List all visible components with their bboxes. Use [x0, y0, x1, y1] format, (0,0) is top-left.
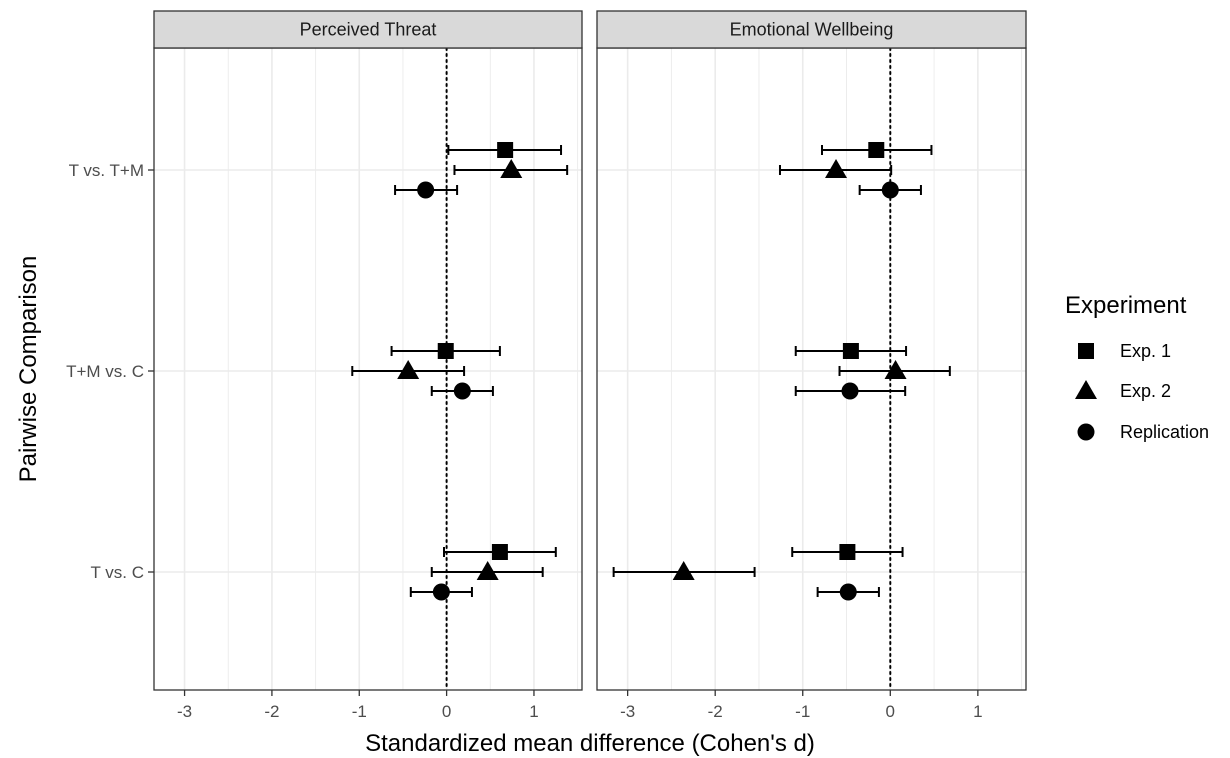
- point-exp-1-t-m-vs-c-emotional-wellbeing: [842, 343, 859, 359]
- panel-background-perceived-threat: [154, 48, 582, 690]
- facet-title-emotional-wellbeing: Emotional Wellbeing: [730, 20, 894, 40]
- point-replication-t-vs-t-m-emotional-wellbeing: [881, 181, 899, 199]
- x-tick-label: -1: [795, 702, 810, 721]
- point-exp-2-t-vs-c-emotional-wellbeing: [672, 561, 695, 580]
- facet-title-perceived-threat: Perceived Threat: [300, 20, 437, 40]
- point-replication-t-vs-c-emotional-wellbeing: [839, 583, 857, 601]
- legend-key-exp-1: [1078, 343, 1094, 359]
- legend-key-replication: [1077, 423, 1095, 441]
- point-exp-2-t-m-vs-c-emotional-wellbeing: [884, 360, 907, 379]
- legend-key-exp-2: [1075, 380, 1097, 399]
- x-tick-label: 0: [886, 702, 895, 721]
- point-exp-2-t-vs-c-perceived-threat: [476, 561, 499, 580]
- point-replication-t-vs-c-perceived-threat: [432, 583, 450, 601]
- point-exp-1-t-vs-c-perceived-threat: [491, 544, 508, 560]
- point-exp-1-t-m-vs-c-perceived-threat: [437, 343, 454, 359]
- point-exp-2-t-m-vs-c-perceived-threat: [397, 360, 420, 379]
- legend-title: Experiment: [1065, 292, 1187, 319]
- x-tick-label: -3: [620, 702, 635, 721]
- x-tick-label: 1: [973, 702, 982, 721]
- x-tick-label: 0: [442, 702, 451, 721]
- x-tick-label: 1: [529, 702, 538, 721]
- point-exp-1-t-vs-c-emotional-wellbeing: [839, 544, 856, 560]
- point-replication-t-vs-t-m-perceived-threat: [417, 181, 435, 199]
- point-exp-2-t-vs-t-m-emotional-wellbeing: [825, 159, 848, 178]
- x-tick-label: -3: [177, 702, 192, 721]
- legend-label-exp-2: Exp. 2: [1120, 381, 1171, 401]
- facet-strip-emotional-wellbeing: [596, 10, 1027, 49]
- point-replication-t-m-vs-c-emotional-wellbeing: [841, 382, 859, 400]
- y-tick-label-t-m-vs-c: T+M vs. C: [66, 362, 144, 381]
- legend-label-replication: Replication: [1120, 422, 1209, 442]
- x-tick-label: -1: [352, 702, 367, 721]
- y-tick-label-t-vs-c: T vs. C: [90, 563, 144, 582]
- x-tick-label: -2: [708, 702, 723, 721]
- x-tick-label: -2: [264, 702, 279, 721]
- legend-label-exp-1: Exp. 1: [1120, 341, 1171, 361]
- y-axis-title: Pairwise Comparison: [15, 256, 42, 483]
- panel-background-emotional-wellbeing: [597, 48, 1026, 690]
- facet-strip-perceived-threat: [153, 10, 583, 49]
- point-exp-2-t-vs-t-m-perceived-threat: [500, 159, 523, 178]
- point-exp-1-t-vs-t-m-emotional-wellbeing: [868, 142, 885, 158]
- point-replication-t-m-vs-c-perceived-threat: [453, 382, 471, 400]
- x-axis-title: Standardized mean difference (Cohen's d): [365, 730, 815, 757]
- y-tick-label-t-vs-t-m: T vs. T+M: [69, 161, 144, 180]
- point-exp-1-t-vs-t-m-perceived-threat: [497, 142, 514, 158]
